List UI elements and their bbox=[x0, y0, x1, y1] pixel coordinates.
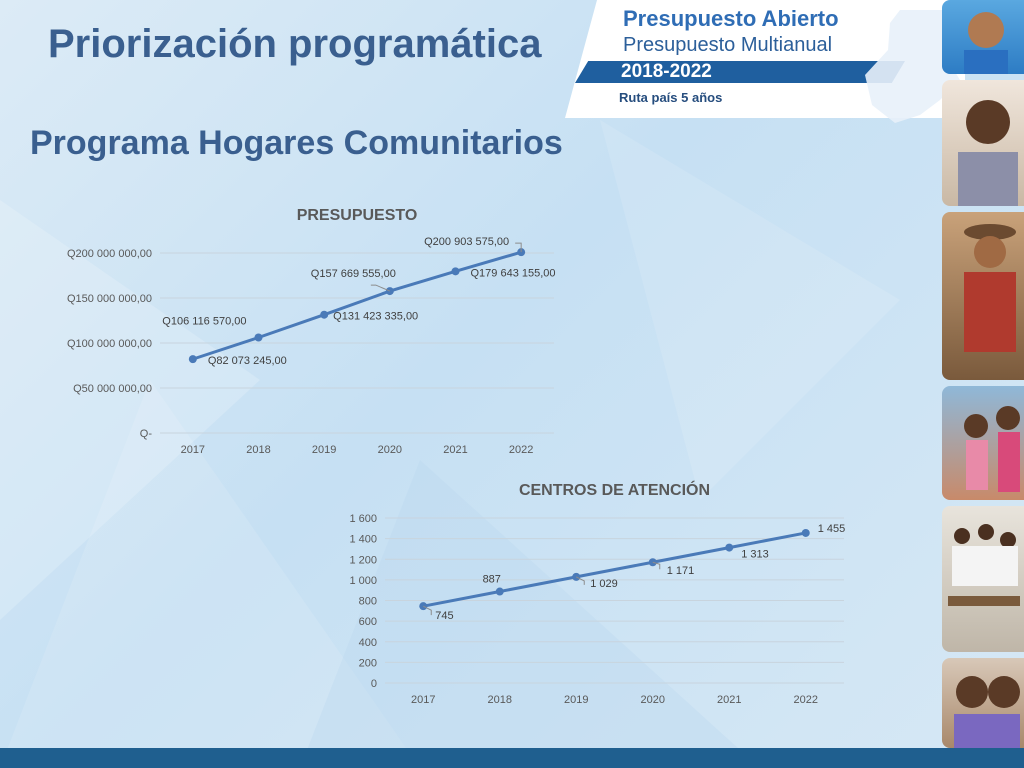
photo-strip bbox=[936, 0, 1024, 748]
chart-title: CENTROS DE ATENCIÓN bbox=[519, 480, 710, 499]
x-tick-label: 2018 bbox=[488, 694, 512, 706]
data-point bbox=[725, 543, 734, 552]
data-label: Q200 903 575,00 bbox=[424, 236, 509, 248]
y-tick-label: 1 600 bbox=[349, 513, 377, 525]
y-tick-label: Q150 000 000,00 bbox=[67, 293, 152, 305]
x-tick-label: 2021 bbox=[443, 444, 467, 456]
data-point bbox=[320, 310, 329, 319]
y-tick-label: 400 bbox=[359, 637, 377, 649]
elder-photo bbox=[942, 212, 1024, 380]
label-leader bbox=[370, 284, 391, 292]
children-photo bbox=[942, 658, 1024, 748]
data-point bbox=[801, 528, 810, 537]
series-line bbox=[192, 250, 522, 361]
budget-line-chart: PRESUPUESTO Q- Q50 000 000,00 Q100 000 000,… bbox=[67, 207, 556, 456]
y-tick-label: Q- bbox=[140, 428, 153, 440]
banner-route-label: Ruta país 5 años bbox=[619, 90, 723, 105]
children-photo bbox=[942, 386, 1024, 500]
centers-line-chart: CENTROS DE ATENCIÓN 0 200 400 600 800 1 000 1 2… bbox=[349, 480, 846, 706]
x-tick-label: 2020 bbox=[641, 694, 665, 706]
x-tick-label: 2022 bbox=[794, 694, 818, 706]
x-tick-label: 2019 bbox=[312, 444, 336, 456]
label-leader bbox=[515, 242, 522, 253]
data-point bbox=[495, 587, 504, 596]
data-label: 1 171 bbox=[667, 565, 695, 577]
x-tick-label: 2020 bbox=[378, 444, 402, 456]
data-point bbox=[188, 355, 197, 364]
y-tick-label: Q100 000 000,00 bbox=[67, 338, 152, 350]
data-label: Q106 116 570,00 bbox=[162, 315, 246, 327]
data-label: Q179 643 155,00 bbox=[471, 267, 556, 279]
banner-title: Presupuesto Abierto bbox=[623, 6, 839, 31]
series-line bbox=[422, 531, 807, 608]
y-tick-label: 1 400 bbox=[349, 534, 377, 546]
y-tick-label: 1 200 bbox=[349, 554, 377, 566]
y-tick-label: 800 bbox=[359, 596, 377, 608]
x-tick-label: 2018 bbox=[246, 444, 270, 456]
data-label: Q131 423 335,00 bbox=[333, 311, 418, 323]
guatemala-map-icon bbox=[865, 10, 960, 123]
data-label: 745 bbox=[435, 610, 453, 622]
bottom-bar bbox=[0, 748, 1024, 768]
data-label: Q157 669 555,00 bbox=[311, 268, 396, 280]
child-photo bbox=[942, 0, 1024, 74]
x-tick-label: 2021 bbox=[717, 694, 741, 706]
y-tick-label: Q200 000 000,00 bbox=[67, 248, 152, 260]
y-tick-label: Q50 000 000,00 bbox=[73, 383, 152, 395]
page-subtitle: Programa Hogares Comunitarios bbox=[30, 124, 563, 162]
data-point bbox=[385, 287, 394, 296]
data-label: 1 455 bbox=[818, 523, 846, 535]
y-tick-label: 600 bbox=[359, 616, 377, 628]
page-title: Priorización programática bbox=[48, 22, 542, 66]
y-tick-label: 200 bbox=[359, 657, 377, 669]
banner-years-strip: 2018-2022 bbox=[575, 61, 905, 83]
chart-title: PRESUPUESTO bbox=[297, 207, 418, 224]
data-point bbox=[254, 333, 263, 342]
data-label: 1 313 bbox=[741, 549, 769, 561]
label-leader bbox=[652, 561, 661, 570]
data-label: 887 bbox=[483, 574, 501, 586]
budget-banner: Presupuesto Abierto Presupuesto Multianu… bbox=[565, 0, 965, 118]
label-leader bbox=[576, 576, 585, 585]
label-leader bbox=[423, 605, 432, 616]
data-point bbox=[451, 267, 460, 276]
data-point bbox=[648, 558, 657, 567]
child-photo bbox=[942, 80, 1024, 206]
data-label: Q82 073 245,00 bbox=[208, 355, 287, 367]
y-tick-label: 1 000 bbox=[349, 575, 377, 587]
y-tick-label: 0 bbox=[371, 678, 377, 690]
x-tick-label: 2017 bbox=[181, 444, 205, 456]
x-tick-label: 2017 bbox=[411, 694, 435, 706]
banner-subtitle: Presupuesto Multianual bbox=[623, 34, 833, 56]
x-tick-label: 2019 bbox=[564, 694, 588, 706]
x-tick-label: 2022 bbox=[509, 444, 533, 456]
classroom-photo bbox=[942, 506, 1024, 652]
banner-years-label: 2018-2022 bbox=[621, 61, 712, 82]
data-label: 1 029 bbox=[590, 578, 618, 590]
